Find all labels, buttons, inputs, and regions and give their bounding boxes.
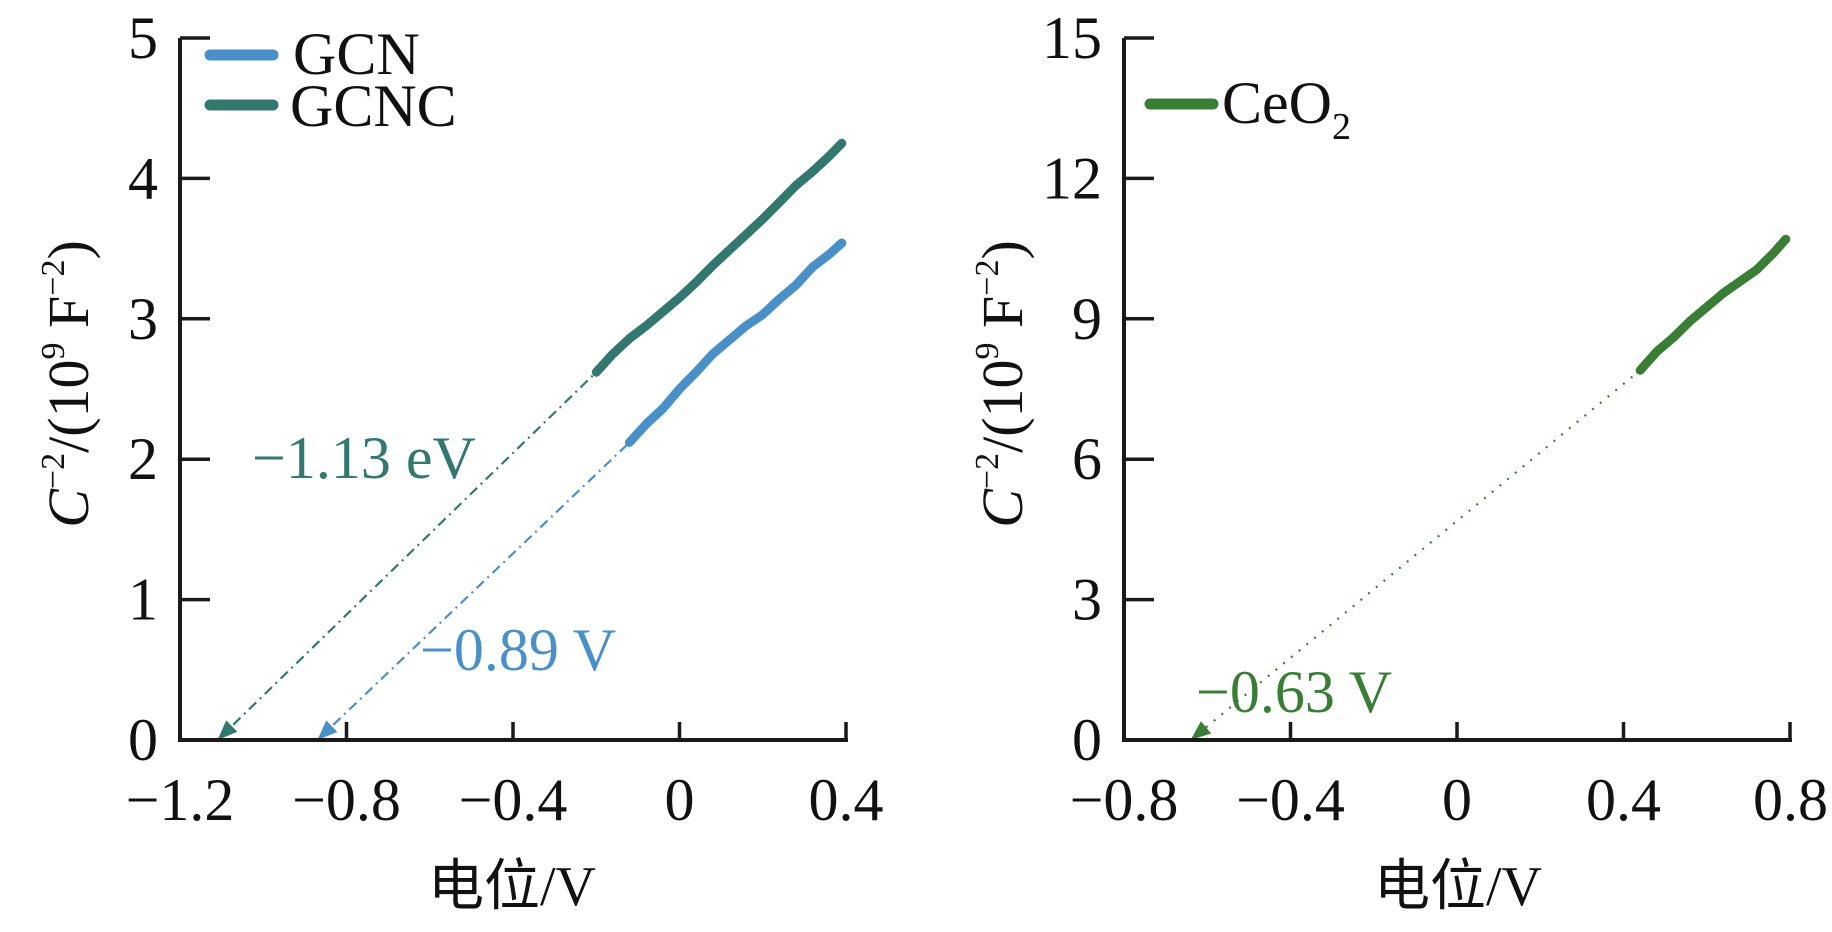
x-tick-label: −0.4 [459,767,568,833]
y-axis-label-left: C−2/(109 F−2) [35,240,101,528]
y-tick-label: 3 [128,286,158,352]
ylabel-unit: F [970,296,1035,343]
ylabel-c: C [36,488,101,528]
annotation-ceo2: −0.63 V [1196,659,1392,725]
right-curves [1189,234,1791,741]
legend-label-gcnc: GCNC [290,73,457,139]
y-tick-label: 15 [1042,5,1102,71]
left-legend: GCN GCNC [204,21,457,139]
legend-label-gcn: GCN [293,21,420,87]
x-tick-label: 0 [1442,767,1472,833]
x-tick-label: 0 [665,767,695,833]
ylabel-unit: F [36,296,101,343]
ylabel-mid-exp: 9 [969,342,1006,359]
annotation-gcnc: −1.13 eV [252,425,476,491]
ylabel-c-exp: −2 [969,453,1006,489]
left-curves [216,138,847,741]
right-legend: CeO2 [1144,70,1351,148]
y-tick-label: 6 [1072,426,1102,492]
y-tick-label: 4 [128,145,158,211]
right-chart: 0 3 6 9 12 15 −0.8 −0.4 0 0.4 0.8 CeO2 −0.63 V 电位/… [969,5,1828,918]
legend-label-ceo2: CeO2 [1222,70,1351,148]
x-tick-label: 0.8 [1753,767,1828,833]
annotation-gcn: −0.89 V [420,617,616,683]
intercept-arrow [1190,721,1212,740]
y-tick-label: 9 [1072,286,1102,352]
ylabel-mid: /(10 [970,359,1035,452]
y-axis-label-right: C−2/(109 F−2) [969,240,1035,528]
intercept-arrow [317,720,338,740]
extrapolation-line [1189,369,1641,741]
extrapolation-line [316,441,631,741]
left-ticks: 0 1 2 3 4 5 −1.2 −0.8 −0.4 0 0.4 [126,5,884,833]
y-tick-label: 3 [1072,567,1102,633]
left-chart: 0 1 2 3 4 5 −1.2 −0.8 −0.4 0 0.4 GCN GCNC −1.13 eV… [35,5,884,918]
ylabel-c: C [970,488,1035,528]
x-tick-label: 0.4 [1586,767,1661,833]
right-axes [1122,38,1792,742]
x-axis-label-right: 电位/V [1374,856,1542,918]
ylabel-mid: /(10 [36,359,101,452]
series-line-ceo [1635,234,1791,375]
y-tick-label: 0 [128,707,158,773]
ylabel-mid-exp: 9 [35,342,72,359]
x-axis-label-left: 电位/V [428,856,596,918]
series-line-gcnc [591,138,847,377]
ylabel-close: ) [36,240,101,259]
intercept-arrow [217,720,238,740]
x-tick-label: −1.2 [126,767,235,833]
series-line-gcn [625,238,847,447]
y-tick-label: 0 [1072,707,1102,773]
ylabel-close: ) [970,240,1035,259]
y-tick-label: 2 [128,426,158,492]
right-ticks: 0 3 6 9 12 15 −0.8 −0.4 0 0.4 0.8 [1042,5,1828,833]
x-tick-label: −0.8 [1070,767,1179,833]
x-tick-label: 0.4 [809,767,884,833]
x-tick-label: −0.8 [292,767,401,833]
legend-label-ceo2-base: CeO [1222,70,1332,136]
extrapolation-line [216,371,598,741]
ylabel-unit-exp: −2 [969,260,1006,296]
y-tick-label: 1 [128,567,158,633]
y-tick-label: 5 [128,5,158,71]
y-tick-label: 12 [1042,145,1102,211]
legend-label-ceo2-sub: 2 [1332,106,1351,148]
x-tick-label: −0.4 [1236,767,1345,833]
ylabel-c-exp: −2 [35,453,72,489]
ylabel-unit-exp: −2 [35,260,72,296]
